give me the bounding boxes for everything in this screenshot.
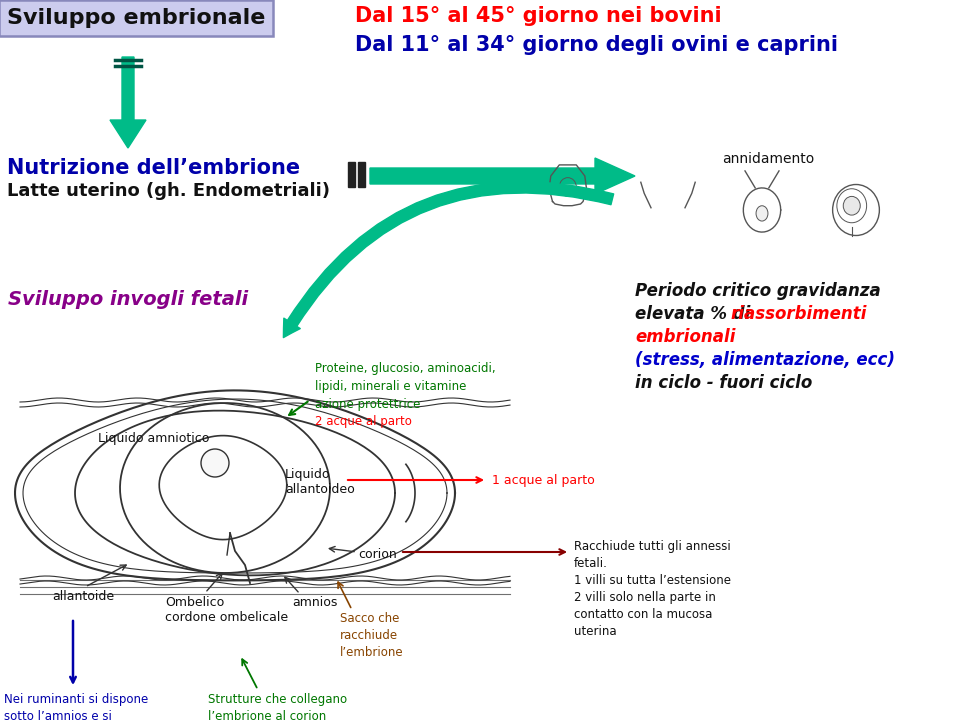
- Text: elevata % di: elevata % di: [635, 305, 756, 323]
- Text: Sviluppo embrionale: Sviluppo embrionale: [7, 8, 265, 28]
- Text: Nei ruminanti si dispone
sotto l’amnios e si
unisce al corion a livello
di cotil: Nei ruminanti si dispone sotto l’amnios …: [4, 693, 148, 727]
- Text: Liquido amniotico: Liquido amniotico: [98, 432, 209, 445]
- Bar: [348, 162, 355, 187]
- Text: Proteine, glucosio, aminoacidi,
lipidi, minerali e vitamine
azione protettrice: Proteine, glucosio, aminoacidi, lipidi, …: [315, 362, 495, 411]
- FancyArrowPatch shape: [283, 182, 613, 337]
- Text: Nutrizione dell’embrione: Nutrizione dell’embrione: [7, 158, 300, 178]
- Text: 1 acque al parto: 1 acque al parto: [492, 474, 595, 487]
- Text: riassorbimenti: riassorbimenti: [730, 305, 867, 323]
- Text: Strutture che collegano
l’embrione al corion: Strutture che collegano l’embrione al co…: [208, 693, 348, 723]
- Ellipse shape: [756, 206, 768, 221]
- Ellipse shape: [843, 196, 860, 215]
- Text: in ciclo - fuori ciclo: in ciclo - fuori ciclo: [635, 374, 812, 392]
- Text: Sviluppo invogli fetali: Sviluppo invogli fetali: [8, 290, 248, 309]
- Text: amnios: amnios: [292, 596, 337, 609]
- Text: Latte uterino (gh. Endometriali): Latte uterino (gh. Endometriali): [7, 182, 330, 200]
- Text: Dal 11° al 34° giorno degli ovini e caprini: Dal 11° al 34° giorno degli ovini e capr…: [355, 35, 838, 55]
- Text: Racchiude tutti gli annessi
fetali.
1 villi su tutta l’estensione
2 villi solo n: Racchiude tutti gli annessi fetali. 1 vi…: [574, 540, 731, 638]
- Text: corion: corion: [358, 548, 396, 561]
- Ellipse shape: [201, 449, 229, 477]
- Text: Liquido
allantoideo: Liquido allantoideo: [285, 468, 355, 496]
- Bar: [358, 162, 365, 187]
- Text: Sacco che
racchiude
l’embrione: Sacco che racchiude l’embrione: [340, 612, 403, 659]
- Text: Periodo critico gravidanza: Periodo critico gravidanza: [635, 282, 880, 300]
- Text: annidamento: annidamento: [722, 152, 814, 166]
- Text: 2 acque al parto: 2 acque al parto: [315, 415, 412, 428]
- Polygon shape: [110, 57, 146, 148]
- Polygon shape: [370, 158, 635, 194]
- Text: Ombelico
cordone ombelicale: Ombelico cordone ombelicale: [165, 596, 288, 624]
- Text: allantoide: allantoide: [52, 590, 114, 603]
- Text: Dal 15° al 45° giorno nei bovini: Dal 15° al 45° giorno nei bovini: [355, 6, 722, 26]
- Text: embrionali: embrionali: [635, 328, 735, 346]
- Text: (stress, alimentazione, ecc): (stress, alimentazione, ecc): [635, 351, 895, 369]
